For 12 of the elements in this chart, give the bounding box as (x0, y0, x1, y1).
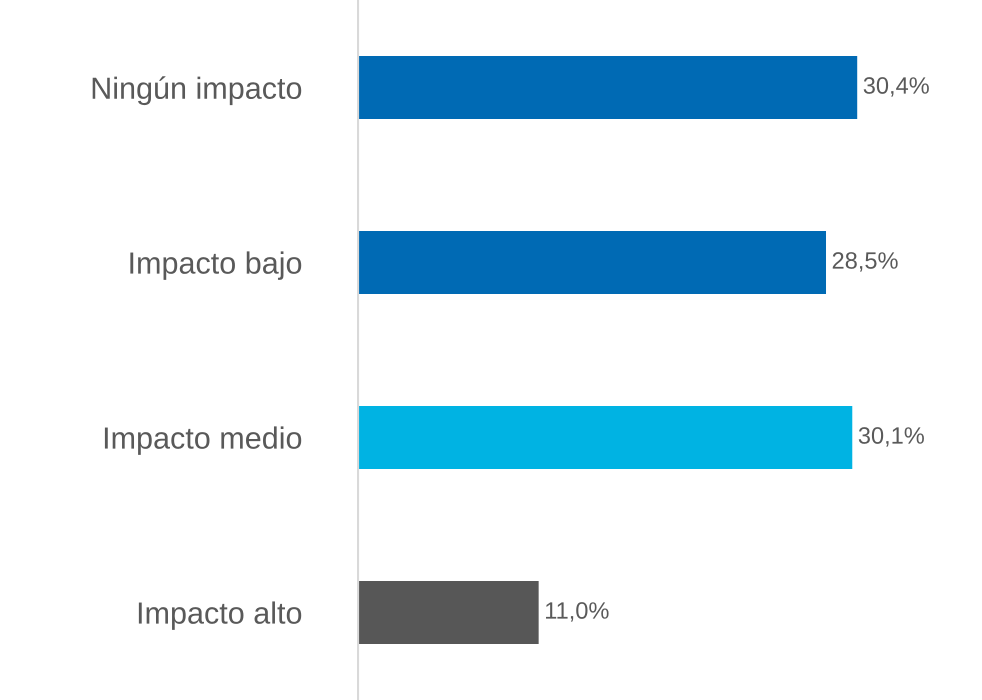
bar (358, 406, 852, 469)
data-label: 30,4% (864, 77, 929, 97)
bar (358, 581, 539, 644)
data-label: 28,5% (832, 252, 898, 272)
y-tick-label: Impacto alto (138, 601, 302, 630)
bar (358, 56, 858, 119)
bar (358, 231, 826, 294)
y-tick-label: Impacto medio (104, 426, 302, 455)
data-label: 11,0% (546, 602, 609, 622)
data-label: 30,1% (858, 427, 924, 447)
y-tick-label: Impacto bajo (130, 251, 302, 280)
y-tick-label: Ningún impacto (92, 76, 302, 106)
